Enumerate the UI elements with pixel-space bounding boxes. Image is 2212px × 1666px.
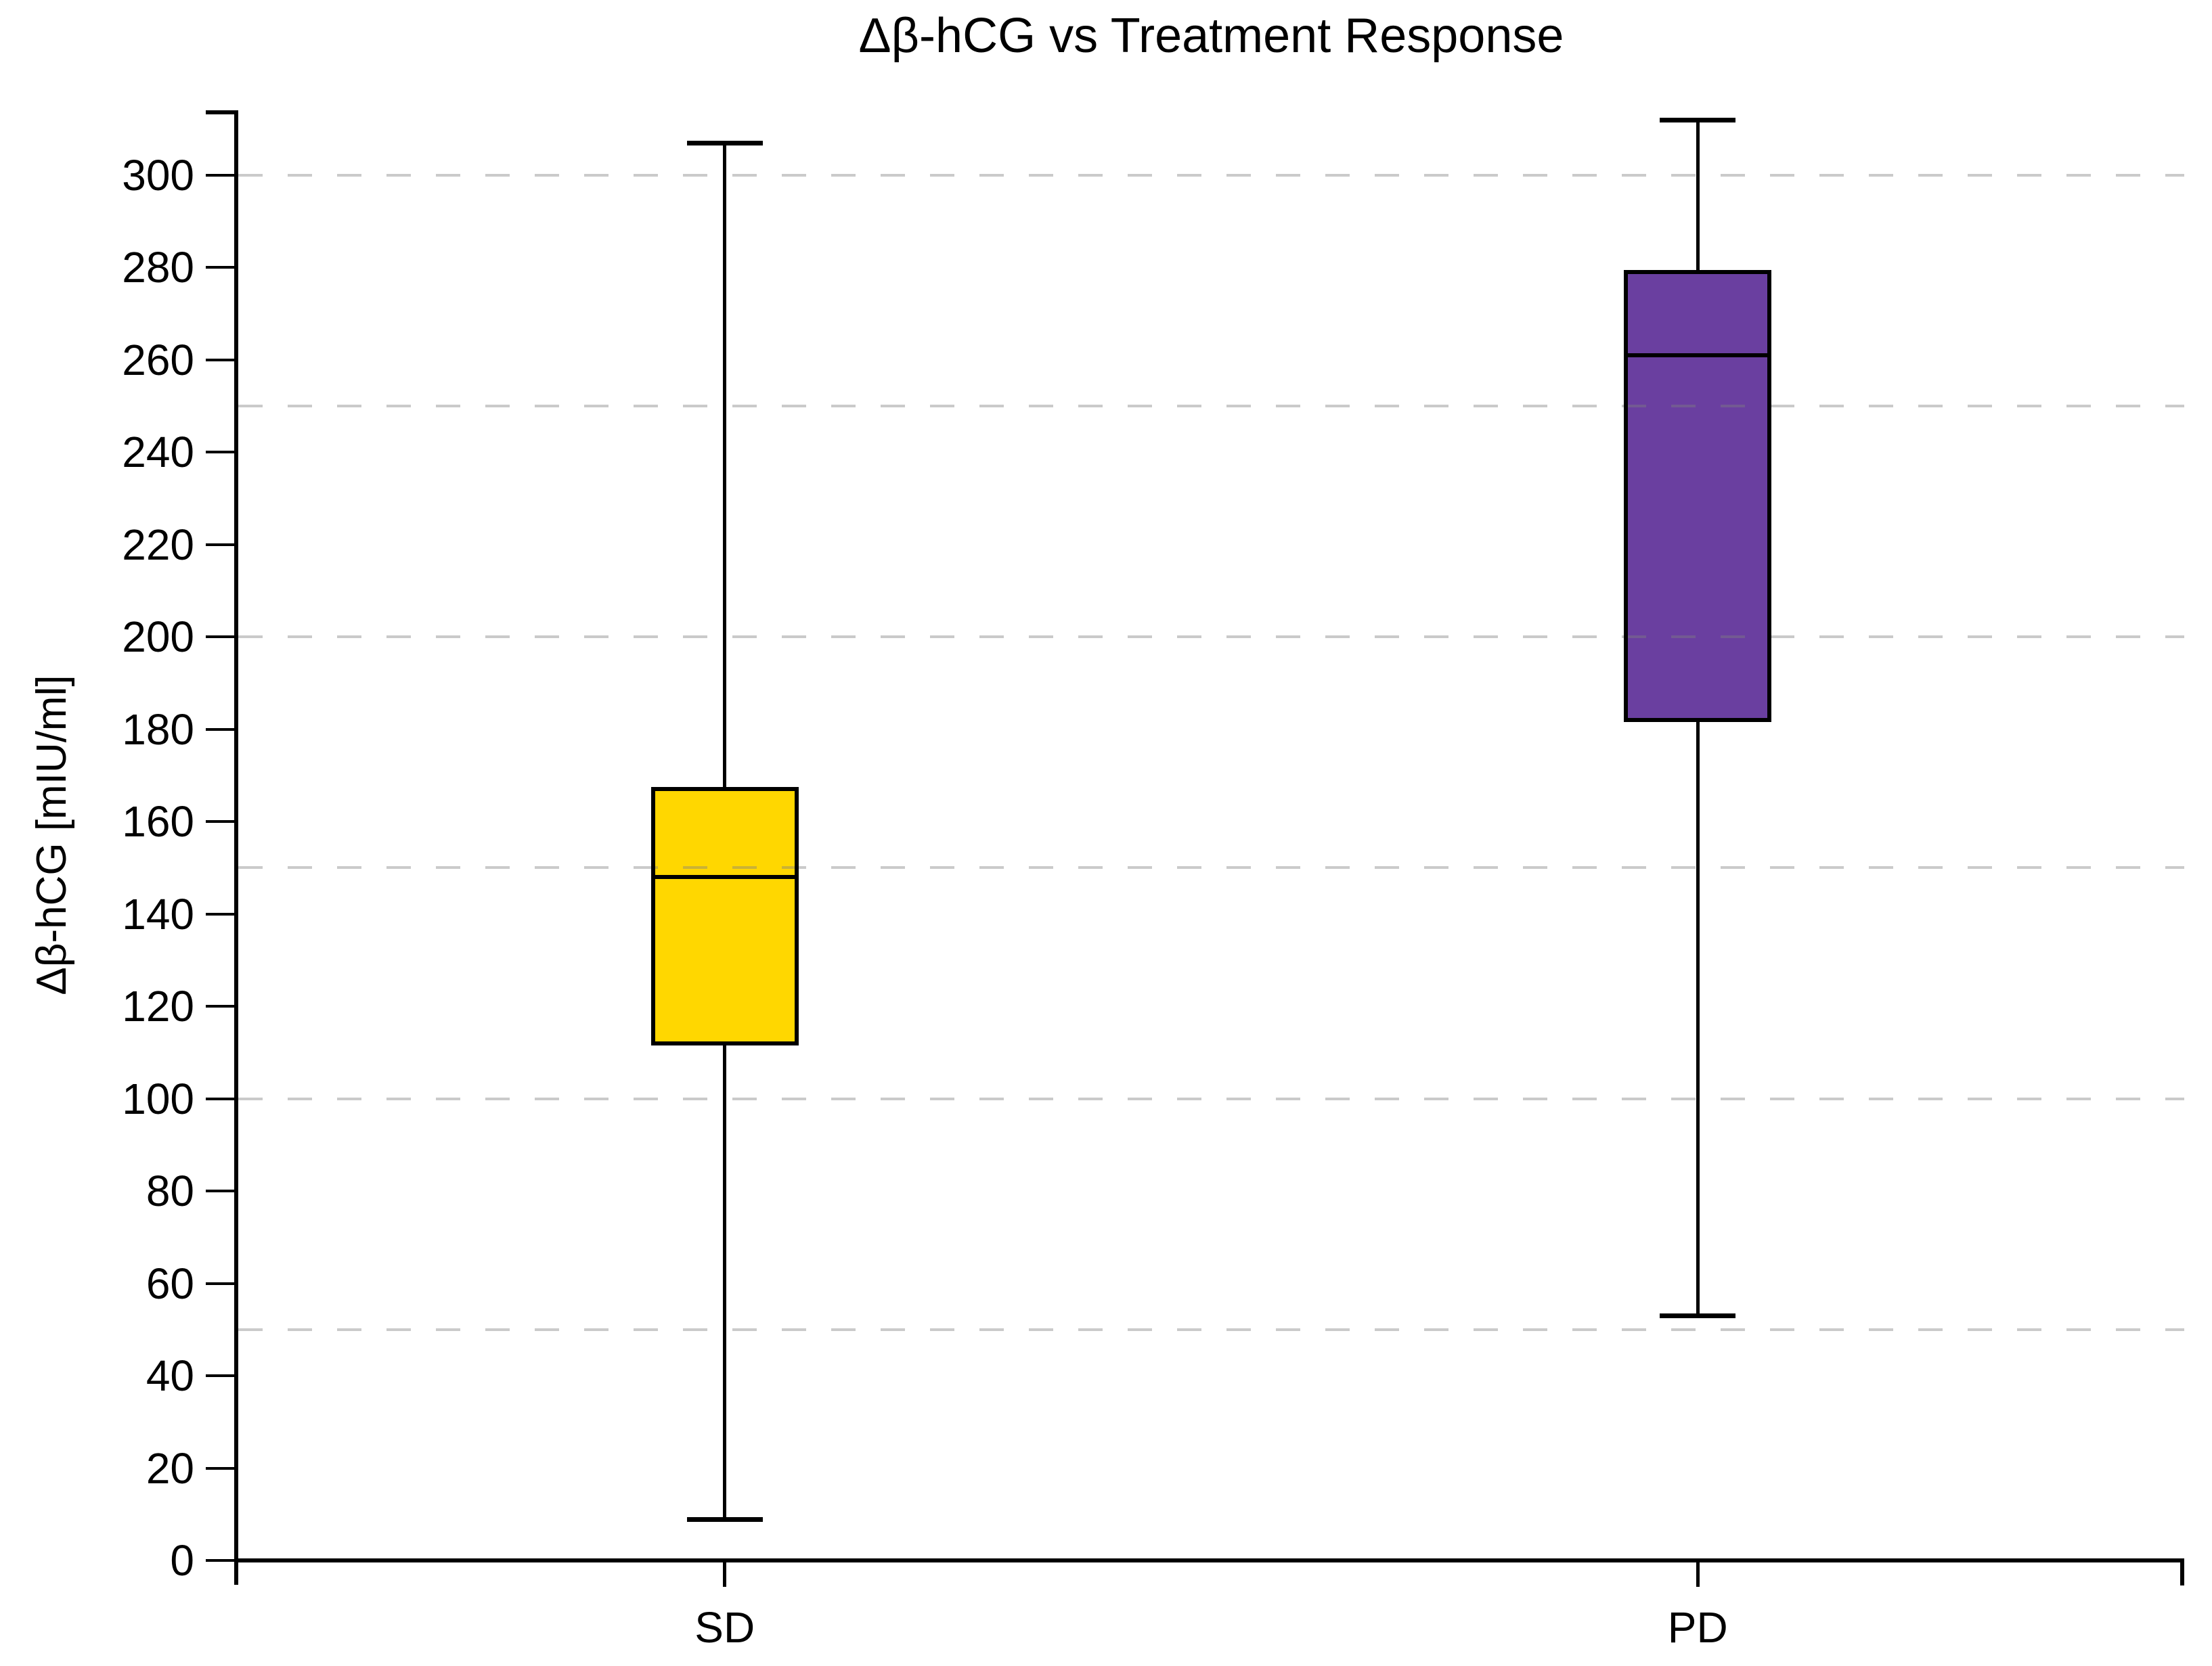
y-axis-top-cap-tick	[206, 110, 238, 114]
y-tick-180	[206, 727, 234, 731]
gridline-200	[238, 635, 2184, 639]
y-tick-100	[206, 1097, 234, 1100]
y-tick-label-40: 40	[146, 1351, 194, 1400]
y-tick-label-220: 220	[122, 520, 194, 569]
whisker-cap-min-PD	[1660, 1313, 1736, 1319]
y-tick-label-280: 280	[122, 243, 194, 292]
y-tick-120	[206, 1005, 234, 1008]
y-tick-label-180: 180	[122, 704, 194, 754]
y-tick-80	[206, 1190, 234, 1192]
y-tick-160	[206, 820, 234, 824]
y-axis-line	[234, 110, 238, 1585]
x-tick-PD	[1696, 1562, 1700, 1587]
y-tick-240	[206, 451, 234, 454]
y-tick-260	[206, 358, 234, 361]
plot-area: 0 20 40 60 80 100 120 140 160 180 200 220 240 260 280 3…	[122, 110, 2184, 1649]
x-tick-label-SD: SD	[694, 1603, 755, 1652]
gridline-150	[238, 866, 2184, 870]
box-fill-PD	[1624, 271, 1772, 720]
y-tick-220	[206, 543, 234, 546]
y-tick-60	[206, 1282, 234, 1285]
y-tick-label-0: 0	[170, 1536, 194, 1585]
y-tick-label-120: 120	[122, 982, 194, 1031]
y-tick-label-100: 100	[122, 1074, 194, 1123]
box-fill-SD	[650, 789, 799, 1043]
y-tick-label-140: 140	[122, 889, 194, 939]
y-tick-label-160: 160	[122, 797, 194, 847]
median-line-PD	[1624, 353, 1772, 357]
whisker-cap-max-SD	[686, 140, 763, 145]
gridline-50	[238, 1328, 2184, 1331]
y-tick-200	[206, 635, 234, 639]
y-tick-label-240: 240	[122, 428, 194, 477]
y-tick-300	[206, 173, 234, 177]
y-tick-140	[206, 912, 234, 916]
x-tick-label-PD: PD	[1667, 1603, 1728, 1652]
y-tick-label-20: 20	[146, 1443, 194, 1493]
whisker-cap-max-PD	[1660, 117, 1736, 122]
gridline-250	[238, 404, 2184, 407]
x-axis-end-cap-tick	[2180, 1558, 2184, 1585]
y-tick-20	[206, 1466, 234, 1470]
box-border-SD	[650, 787, 799, 1045]
y-tick-label-300: 300	[122, 150, 194, 200]
y-tick-label-200: 200	[122, 612, 194, 662]
x-tick-SD	[723, 1562, 727, 1587]
median-line-SD	[650, 874, 799, 879]
gridline-300	[238, 173, 2184, 177]
y-tick-label-80: 80	[146, 1167, 194, 1215]
x-axis-line	[238, 1558, 2184, 1562]
y-tick-40	[206, 1374, 234, 1377]
y-tick-label-260: 260	[122, 335, 194, 384]
y-tick-0	[206, 1559, 234, 1562]
box-border-PD	[1624, 269, 1772, 722]
whisker-cap-min-SD	[686, 1516, 763, 1522]
chart-title: Δβ-hCG vs Treatment Response	[858, 9, 1564, 63]
gridline-100	[238, 1097, 2184, 1100]
y-tick-280	[206, 266, 234, 269]
y-tick-label-60: 60	[146, 1259, 194, 1308]
